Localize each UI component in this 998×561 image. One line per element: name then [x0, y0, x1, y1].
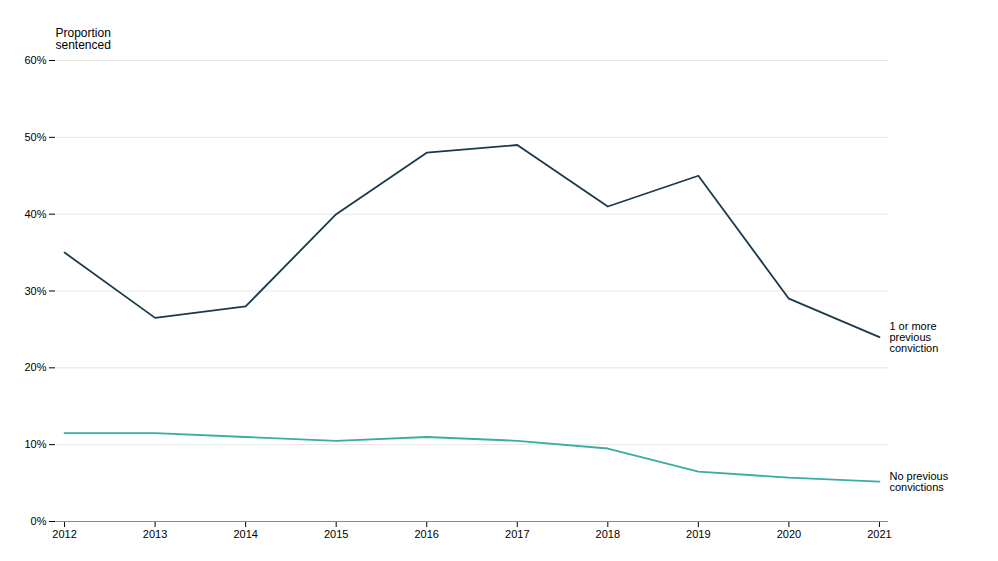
svg-text:No previousconvictions: No previousconvictions [889, 470, 948, 493]
svg-text:40%: 40% [24, 208, 46, 220]
svg-text:20%: 20% [24, 361, 46, 373]
svg-text:30%: 30% [24, 285, 46, 297]
svg-text:0%: 0% [31, 515, 47, 527]
svg-text:2013: 2013 [143, 528, 167, 540]
svg-text:2019: 2019 [686, 528, 710, 540]
svg-text:2018: 2018 [596, 528, 620, 540]
svg-text:50%: 50% [24, 131, 46, 143]
svg-text:2021: 2021 [867, 528, 891, 540]
svg-text:2012: 2012 [52, 528, 76, 540]
svg-text:60%: 60% [24, 54, 46, 66]
svg-text:2014: 2014 [233, 528, 257, 540]
svg-text:2016: 2016 [414, 528, 438, 540]
svg-text:2020: 2020 [777, 528, 801, 540]
svg-text:10%: 10% [24, 438, 46, 450]
svg-text:2017: 2017 [505, 528, 529, 540]
svg-text:2015: 2015 [324, 528, 348, 540]
svg-text:1 or morepreviousconviction: 1 or morepreviousconviction [889, 320, 938, 354]
svg-text:Proportionsentenced: Proportionsentenced [56, 26, 111, 52]
